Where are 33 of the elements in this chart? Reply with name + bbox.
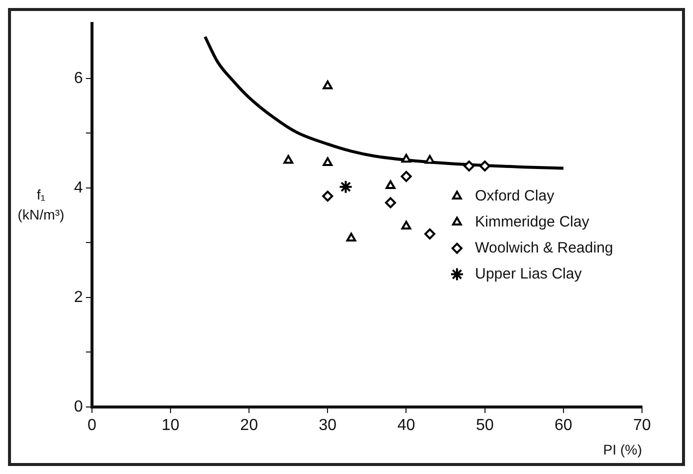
x-tick-label: 20 — [240, 417, 258, 434]
point — [283, 155, 294, 164]
point — [424, 228, 436, 240]
y-tick-label: 6 — [74, 70, 83, 87]
x-tick-label: 60 — [554, 417, 572, 434]
point — [424, 155, 435, 164]
point — [322, 80, 333, 90]
x-tick-label: 50 — [476, 417, 494, 434]
point — [385, 197, 396, 208]
point — [346, 232, 356, 242]
x-tick-label: 30 — [318, 417, 337, 434]
point — [338, 180, 353, 194]
x-tick-label: 40 — [397, 417, 416, 434]
point — [322, 190, 334, 202]
y-tick-label: 2 — [74, 288, 83, 306]
point — [479, 160, 490, 172]
x-tick-label: 10 — [162, 417, 180, 434]
y-tick-label: 4 — [74, 179, 83, 196]
y-tick-label: 0 — [74, 398, 83, 416]
point — [400, 170, 412, 182]
legend-label: Oxford Clay — [475, 187, 555, 204]
point — [464, 160, 475, 172]
x-tick-label: 0 — [87, 417, 96, 434]
legend-label: Woolwich & Reading — [475, 239, 614, 256]
point — [322, 157, 333, 166]
legend-label: Upper Lias Clay — [475, 265, 582, 282]
x-axis-title: PI (%) — [603, 441, 642, 458]
point — [401, 154, 412, 163]
x-tick-label: 70 — [633, 417, 651, 434]
point — [386, 180, 396, 189]
y-axis-title: f₁ (kN/m³) — [18, 186, 64, 222]
point — [401, 220, 412, 230]
legend-label: Kimmeridge Clay — [475, 213, 590, 230]
